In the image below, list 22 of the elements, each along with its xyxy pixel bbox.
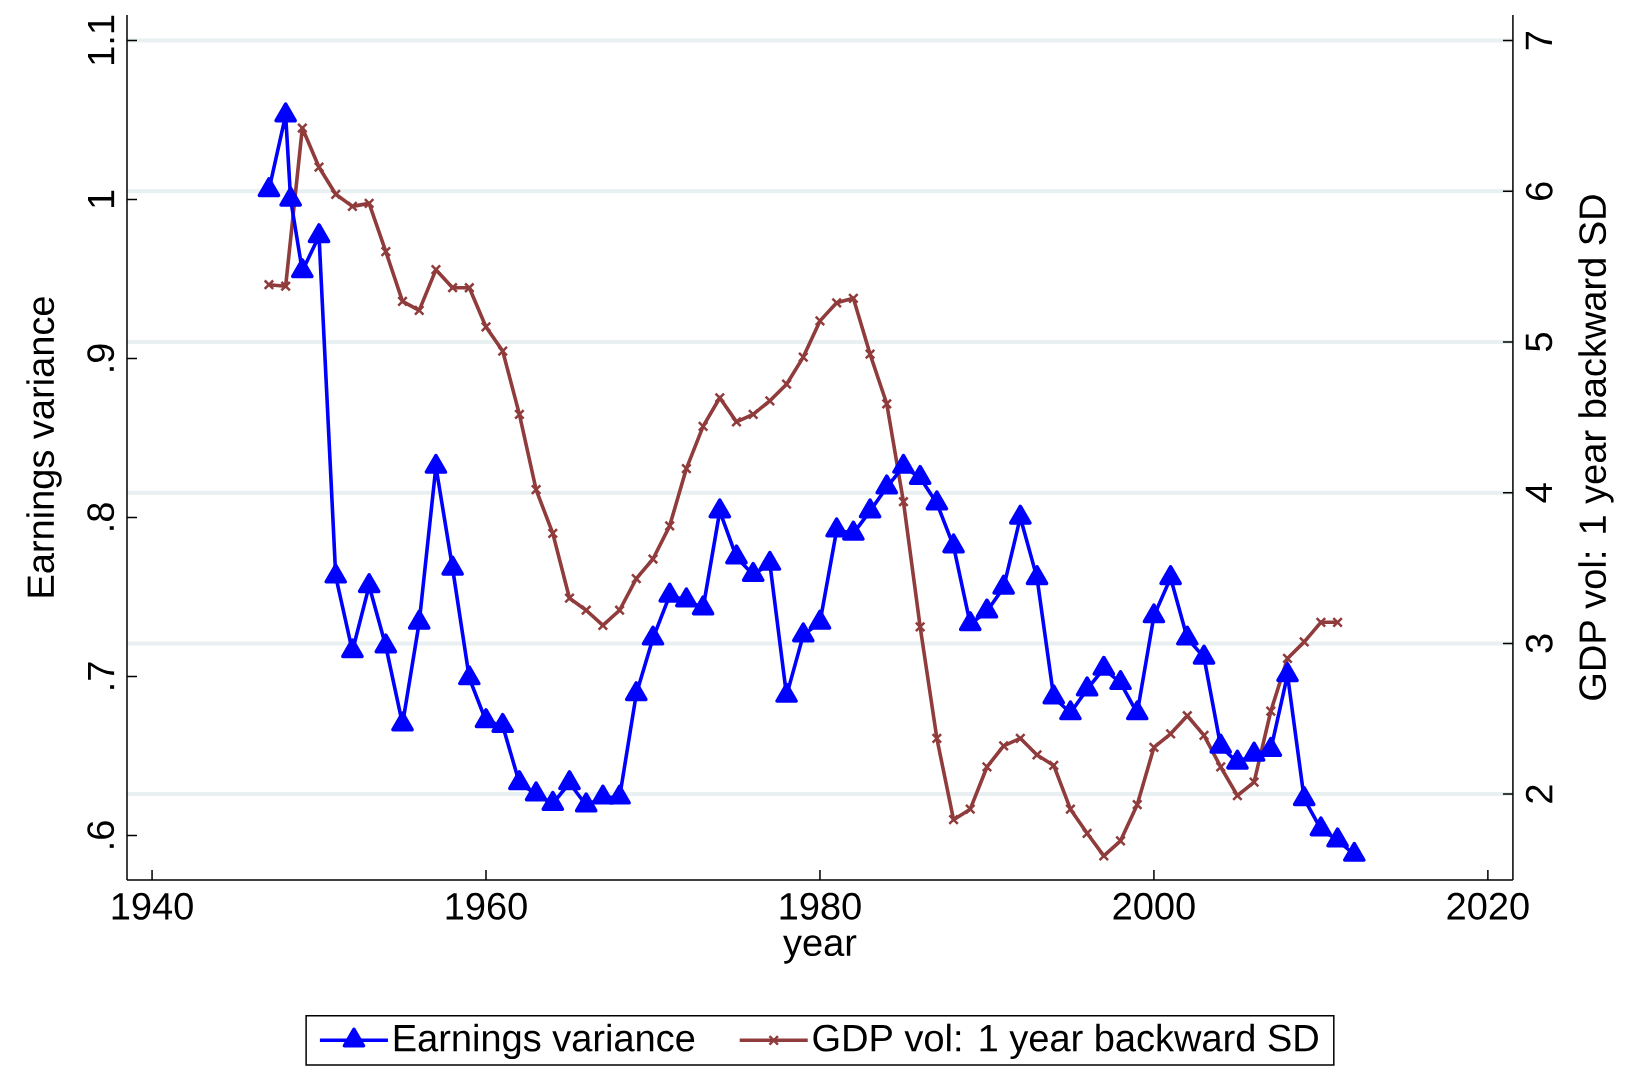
x-tick-label: 1940 [112,892,193,920]
legend-label: GDP vol: 1 year backward SD [813,1023,1318,1060]
x-tick-label: 1960 [446,892,527,920]
x-tick-label: 2020 [1447,892,1529,920]
y-tick-label: .9 [87,344,115,371]
y2-axis-title: GDP vol: 1 year backward SD [1578,195,1614,700]
y-axis-title: Earnings variance [26,297,62,597]
y2-tick-label: 3 [1525,634,1553,653]
y2-tick-label: 2 [1525,785,1553,803]
y2-tick-label: 7 [1525,31,1552,50]
x-tick-label: 2000 [1113,892,1195,920]
x-axis-title: year [783,935,857,964]
y-tick-label: .6 [87,821,115,848]
y2-tick-label: 6 [1525,182,1553,200]
y-tick-label: .7 [88,662,115,689]
y2-tick-label: 4 [1525,483,1552,503]
y-tick-label: 1.1 [88,15,115,64]
x-tick-label: 1980 [780,892,861,920]
legend-label: Earnings variance [394,1023,695,1060]
y-tick-label: .8 [87,503,115,530]
y-tick-label: 1 [88,190,115,208]
y2-tick-label: 5 [1525,333,1553,352]
